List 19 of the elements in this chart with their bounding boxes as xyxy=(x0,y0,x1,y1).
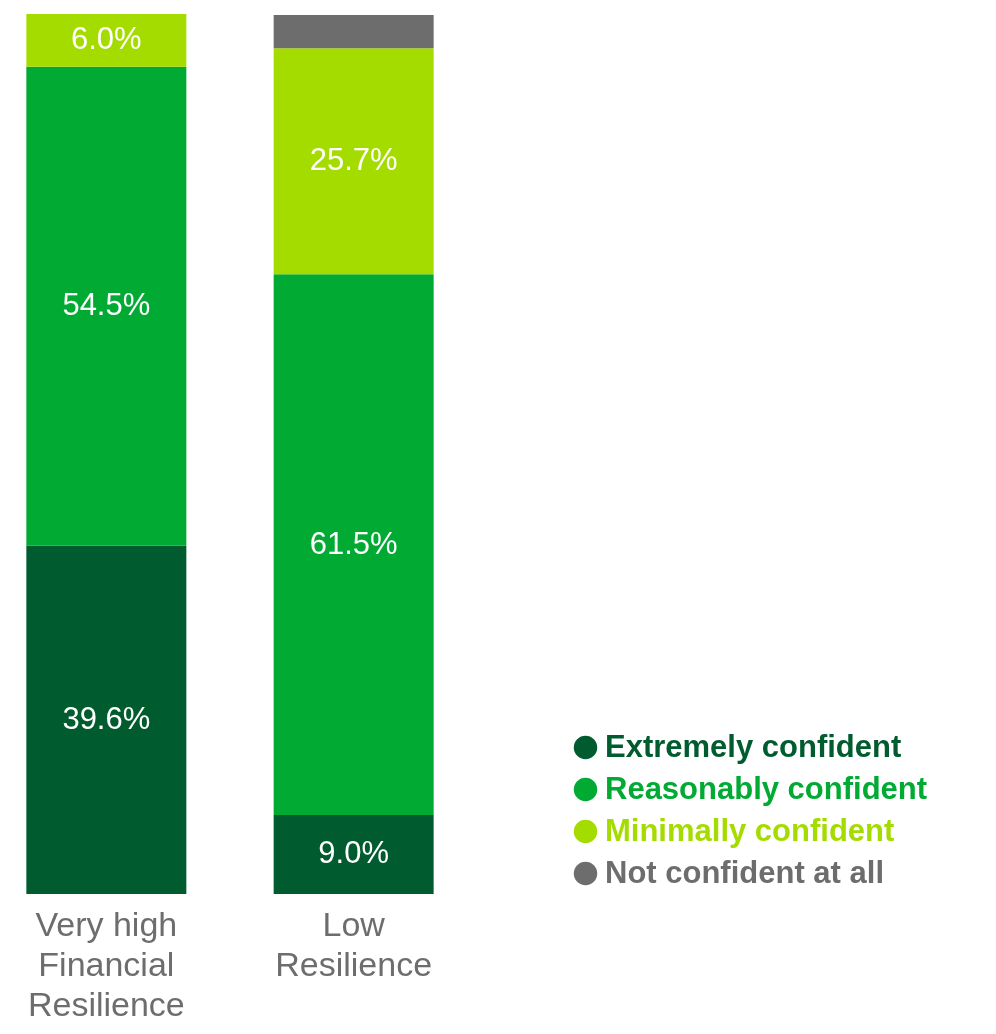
data-label: 54.5% xyxy=(62,287,151,323)
x-tick-label: Low Resilience xyxy=(275,904,433,983)
legend-label: Not confident at all xyxy=(605,854,884,890)
data-label: 61.5% xyxy=(309,525,398,561)
x-tick-label: Very high Financial Resilience xyxy=(27,904,185,1023)
bar xyxy=(26,14,187,67)
legend-label: Reasonably confident xyxy=(605,770,928,806)
data-label: 39.6% xyxy=(62,700,151,736)
legend-label: Minimally confident xyxy=(605,812,895,848)
bar xyxy=(273,274,434,815)
data-label: 9.0% xyxy=(318,835,389,871)
bar xyxy=(26,66,187,546)
legend-label: Extremely confident xyxy=(605,728,902,764)
bar xyxy=(273,48,434,275)
bar xyxy=(26,545,187,894)
bar xyxy=(273,14,434,49)
data-label: 25.7% xyxy=(309,142,398,178)
bar xyxy=(273,814,434,894)
data-label: 6.0% xyxy=(71,21,142,57)
